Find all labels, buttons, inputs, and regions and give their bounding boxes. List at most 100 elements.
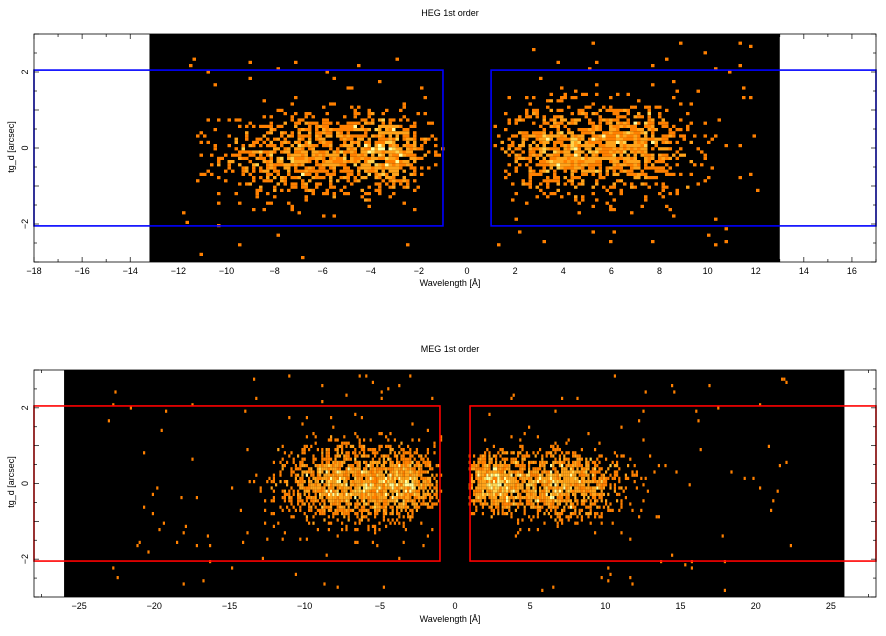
event-pixel — [334, 502, 337, 506]
event-pixel — [363, 438, 366, 442]
event-pixel — [329, 134, 333, 138]
event-pixel — [297, 496, 300, 500]
event-pixel — [308, 124, 312, 128]
event-pixel — [605, 134, 609, 138]
event-pixel — [413, 473, 416, 477]
event-pixel — [591, 489, 594, 493]
event-pixel — [411, 473, 414, 477]
event-pixel — [292, 460, 295, 464]
event-pixel — [325, 480, 328, 484]
event-pixel — [415, 464, 418, 468]
event-pixel — [297, 128, 301, 132]
event-pixel — [511, 140, 515, 144]
event-pixel — [598, 176, 602, 180]
event-pixel — [345, 454, 348, 458]
event-pixel — [388, 150, 392, 154]
event-pixel — [280, 108, 284, 112]
event-pixel — [297, 144, 301, 148]
event-pixel — [565, 483, 568, 487]
event-pixel — [495, 499, 498, 503]
event-pixel — [303, 489, 306, 493]
event-pixel — [536, 512, 539, 516]
x-tick-label: 2 — [513, 266, 518, 276]
event-pixel — [424, 492, 427, 496]
event-pixel — [270, 512, 273, 516]
event-pixel — [547, 476, 550, 480]
event-pixel — [591, 192, 595, 196]
event-pixel — [574, 140, 578, 144]
event-pixel — [311, 144, 315, 148]
event-pixel — [305, 416, 308, 420]
event-pixel — [596, 505, 599, 509]
event-pixel — [330, 483, 333, 487]
event-pixel — [583, 467, 586, 471]
event-pixel — [600, 496, 603, 500]
event-pixel — [354, 502, 357, 506]
event-pixel — [556, 182, 560, 186]
event-pixel — [600, 467, 603, 471]
event-pixel — [360, 483, 363, 487]
event-pixel — [541, 489, 544, 493]
event-pixel — [644, 198, 648, 202]
event-pixel — [620, 499, 623, 503]
event-pixel — [407, 467, 410, 471]
event-pixel — [703, 153, 707, 157]
event-pixel — [534, 480, 537, 484]
event-pixel — [630, 131, 634, 135]
event-pixel — [475, 496, 478, 500]
event-pixel — [563, 134, 567, 138]
event-pixel — [303, 502, 306, 506]
event-pixel — [594, 515, 597, 519]
event-pixel — [578, 512, 581, 516]
event-pixel — [281, 457, 284, 461]
event-pixel — [554, 505, 557, 509]
event-pixel — [738, 144, 742, 148]
event-pixel — [286, 483, 289, 487]
event-pixel — [294, 121, 298, 125]
event-pixel — [294, 166, 298, 170]
event-pixel — [290, 451, 293, 455]
event-pixel — [563, 176, 567, 180]
event-pixel — [553, 121, 557, 125]
event-pixel — [521, 464, 524, 468]
event-pixel — [281, 496, 284, 500]
event-pixel — [389, 473, 392, 477]
event-pixel — [630, 160, 634, 164]
event-pixel — [630, 134, 634, 138]
event-pixel — [374, 499, 377, 503]
event-pixel — [404, 464, 407, 468]
event-pixel — [376, 473, 379, 477]
event-pixel — [422, 544, 425, 548]
event-pixel — [490, 460, 493, 464]
event-pixel — [528, 156, 532, 160]
event-pixel — [561, 467, 564, 471]
event-pixel — [363, 499, 366, 503]
event-pixel — [585, 512, 588, 516]
event-pixel — [535, 195, 539, 199]
event-pixel — [554, 441, 557, 445]
event-pixel — [499, 464, 502, 468]
event-pixel — [415, 473, 418, 477]
event-pixel — [512, 486, 515, 490]
event-pixel — [407, 464, 410, 468]
event-pixel — [404, 451, 407, 455]
event-pixel — [354, 448, 357, 452]
x-tick-label: −2 — [414, 266, 424, 276]
event-pixel — [514, 156, 518, 160]
event-pixel — [633, 124, 637, 128]
event-pixel — [565, 515, 568, 519]
event-pixel — [528, 153, 532, 157]
event-pixel — [587, 496, 590, 500]
event-pixel — [477, 492, 480, 496]
event-pixel — [588, 144, 592, 148]
event-pixel — [283, 112, 287, 116]
event-pixel — [376, 470, 379, 474]
event-pixel — [398, 384, 401, 388]
event-pixel — [290, 486, 293, 490]
x-tick-label: −14 — [123, 266, 138, 276]
event-pixel — [393, 521, 396, 525]
event-pixel — [591, 473, 594, 477]
event-pixel — [266, 176, 270, 180]
event-pixel — [398, 512, 401, 516]
event-pixel — [658, 121, 662, 125]
